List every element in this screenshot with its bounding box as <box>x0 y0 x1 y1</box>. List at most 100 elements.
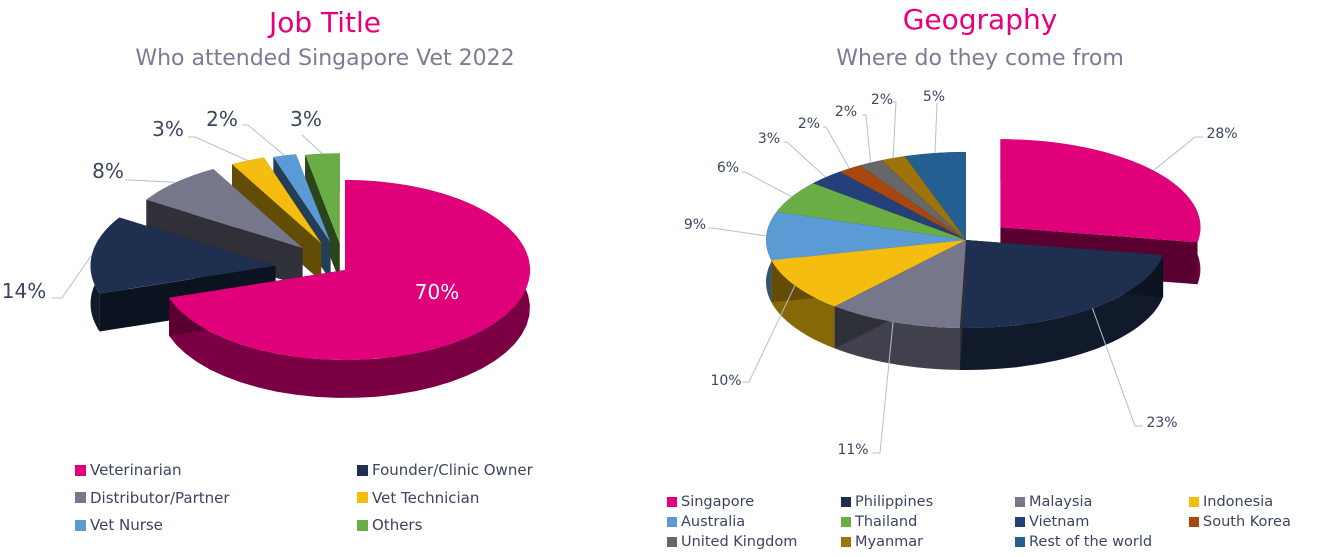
legend-label: Malaysia <box>1029 494 1093 510</box>
legend-item: Philippines <box>841 494 933 510</box>
pie-slices <box>766 139 1201 370</box>
slice-side-wall <box>959 255 1164 370</box>
leader-line <box>125 179 176 183</box>
legend-label: Australia <box>681 514 746 530</box>
data-label: 28% <box>1206 126 1237 142</box>
leader-line <box>708 227 767 237</box>
legend-item: Thailand <box>841 514 917 530</box>
legend-item: Singapore <box>667 494 754 510</box>
data-label: 11% <box>837 442 868 458</box>
chart1-subtitle: Who attended Singapore Vet 2022 <box>135 46 515 71</box>
data-label: 2% <box>835 104 857 120</box>
legend-swatch <box>1015 537 1025 547</box>
slice-top-face <box>776 183 966 240</box>
slice-top-face <box>273 154 331 243</box>
legend-swatch <box>841 537 851 547</box>
legend-swatch <box>667 517 677 527</box>
legend-swatch <box>667 497 677 507</box>
legend-swatch <box>75 492 86 503</box>
legend-item: Founder/Clinic Owner <box>357 461 533 479</box>
slice-top-face <box>959 240 1164 329</box>
leader-line <box>301 134 323 155</box>
data-label: 70% <box>415 280 459 304</box>
slice-top-face <box>839 165 966 240</box>
slice-top-face <box>881 156 966 240</box>
legend-swatch <box>841 497 851 507</box>
chart2-title: Geography <box>902 3 1058 36</box>
data-label: 3% <box>290 107 322 131</box>
leader-line <box>52 254 93 299</box>
slice-top-face <box>766 211 966 261</box>
pie-slices <box>90 153 531 398</box>
data-label: 2% <box>798 116 820 132</box>
legend-item: Vet Technician <box>357 489 479 507</box>
leader-line <box>1153 136 1203 171</box>
legend-label: Others <box>372 516 423 534</box>
legend-label: Founder/Clinic Owner <box>372 461 533 479</box>
slice-top-face <box>146 169 303 249</box>
legend-item: Malaysia <box>1015 494 1092 510</box>
legend-swatch <box>1015 517 1025 527</box>
legend-label: South Korea <box>1203 514 1291 530</box>
slice-top-face <box>169 180 531 360</box>
legend-swatch <box>357 464 368 476</box>
legend-label: Vietnam <box>1029 514 1090 530</box>
legend-swatch <box>357 519 368 531</box>
legend-swatch <box>841 517 851 527</box>
slice-radial-wall <box>305 154 340 282</box>
leader-line <box>188 136 248 162</box>
data-label: 2% <box>871 92 893 108</box>
leader-line <box>862 114 872 163</box>
chart1-title: Job Title <box>268 6 382 39</box>
legend-item: Vietnam <box>1015 514 1089 530</box>
leader-line <box>934 102 938 154</box>
leader-line <box>242 124 285 156</box>
legend-label: Distributor/Partner <box>90 488 230 507</box>
legend-label: Philippines <box>855 494 934 510</box>
legend-label: Vet Technician <box>372 488 480 507</box>
slice-malaysia <box>834 240 966 370</box>
slice-veterinarian <box>169 180 531 398</box>
legend-item: Veterinarian <box>75 461 182 479</box>
legend-label: Myanmar <box>855 534 924 550</box>
slice-philippines <box>959 240 1164 370</box>
leader-line <box>1091 308 1143 427</box>
legend-item: Indonesia <box>1189 494 1273 510</box>
leader-line <box>892 101 897 159</box>
data-label: 2% <box>206 107 238 131</box>
legend-label: United Kingdom <box>681 534 798 550</box>
legend-item: Distributor/Partner <box>75 489 230 507</box>
chart2-subtitle: Where do they come from <box>836 46 1124 71</box>
data-label: 3% <box>152 117 184 141</box>
legend-item: Others <box>357 516 422 534</box>
legend-item: South Korea <box>1189 514 1291 530</box>
slice-top-face <box>859 160 966 240</box>
data-label: 3% <box>758 131 780 147</box>
leader-line <box>784 141 827 178</box>
data-label: 8% <box>92 159 124 183</box>
legend-label: Singapore <box>681 494 755 510</box>
slice-others <box>305 153 340 282</box>
data-label: 6% <box>717 160 739 176</box>
leader-line <box>872 321 894 454</box>
legend-swatch <box>75 519 86 531</box>
legend-item: Myanmar <box>841 534 923 550</box>
data-label: 5% <box>923 89 945 105</box>
slice-top-face <box>771 240 966 307</box>
legend-swatch <box>75 464 86 476</box>
legend-item: Vet Nurse <box>75 516 163 534</box>
slice-top-face <box>232 157 322 244</box>
data-labels: 70% 14% 8% 3% 2% 3% <box>2 107 459 304</box>
slice-top-face <box>904 151 966 240</box>
leader-line <box>742 285 796 383</box>
data-label: 14% <box>2 279 46 303</box>
data-label: 23% <box>1146 415 1177 431</box>
legend-label: Rest of the world <box>1029 534 1153 550</box>
slice-top-face <box>834 240 966 328</box>
slice-top-face <box>90 217 276 294</box>
job-title-pie-chart: 70% 14% 8% 3% 2% 3% <box>2 107 531 398</box>
slice-top-face <box>813 171 966 240</box>
legend-swatch <box>357 492 368 503</box>
slice-top-face <box>305 153 340 244</box>
legend-swatch <box>1015 497 1025 507</box>
